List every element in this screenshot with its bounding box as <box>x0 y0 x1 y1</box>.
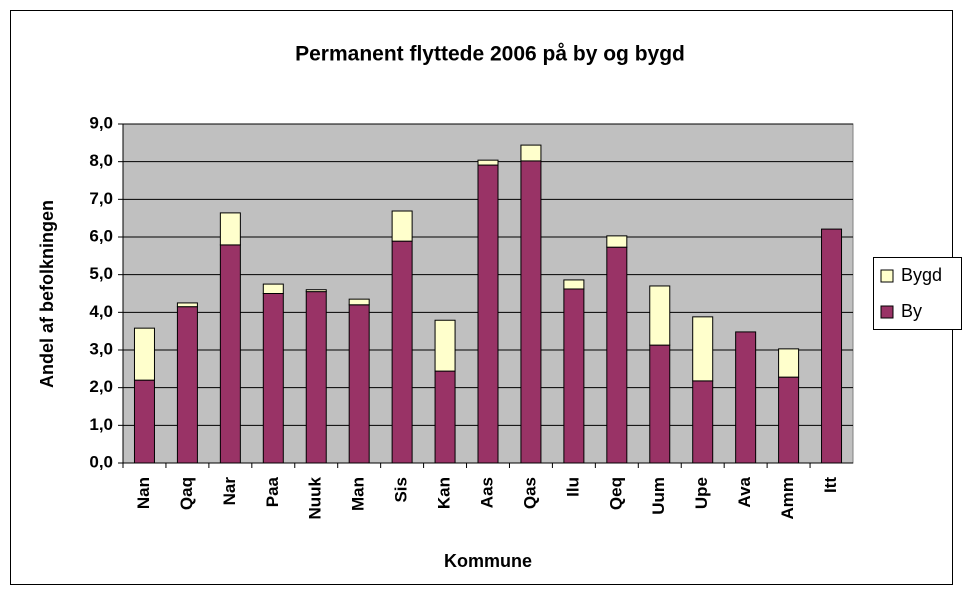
bar-segment <box>133 379 155 464</box>
legend-label: Bygd <box>901 265 942 285</box>
bar-segment <box>262 283 284 295</box>
bar-segment <box>778 376 800 464</box>
bar-segment <box>563 279 585 290</box>
y-tick-label: 6,0 <box>89 226 113 245</box>
bar-segment <box>563 288 585 464</box>
y-tick-label: 4,0 <box>89 302 113 321</box>
x-tick-label: Nan <box>134 477 153 509</box>
bar-segment <box>391 240 413 464</box>
x-tick-label: Ilu <box>563 477 582 497</box>
x-tick-label: Ava <box>735 476 754 507</box>
bar-segment <box>606 235 628 248</box>
bar-segment <box>477 164 499 464</box>
legend-swatch <box>880 269 894 283</box>
y-tick-label: 0,0 <box>89 452 113 471</box>
bar-segment <box>133 327 155 381</box>
bar-segment <box>434 370 456 464</box>
x-tick-label: Upe <box>692 477 711 509</box>
bar-segment <box>176 306 198 464</box>
chart-title: Permanent flyttede 2006 på by og bygd <box>295 43 685 66</box>
bar-segment <box>262 293 284 464</box>
x-tick-label: Kan <box>435 477 454 509</box>
bar-segment <box>434 319 456 372</box>
bar-segment <box>692 380 714 464</box>
x-tick-label: Qaq <box>177 477 196 510</box>
x-tick-label: Paa <box>263 476 282 507</box>
bar-segment <box>305 289 327 293</box>
bar-segment <box>391 210 413 242</box>
y-tick-label: 9,0 <box>89 113 113 132</box>
bar-segment <box>477 159 499 166</box>
bar-segment <box>692 316 714 382</box>
bar-segment <box>348 298 370 306</box>
y-tick-label: 5,0 <box>89 264 113 283</box>
x-tick-label: Sis <box>392 477 411 503</box>
x-tick-label: Itt <box>821 477 840 493</box>
bar-segment <box>176 302 198 308</box>
bar-segment <box>520 144 542 162</box>
y-tick-label: 8,0 <box>89 151 113 170</box>
bar-segment <box>219 212 241 246</box>
bar-segment <box>735 331 757 464</box>
x-tick-label: Nuuk <box>306 476 325 519</box>
x-tick-label: Nar <box>220 477 239 506</box>
x-tick-label: Aas <box>477 477 496 508</box>
y-tick-label: 3,0 <box>89 339 113 358</box>
y-tick-label: 7,0 <box>89 189 113 208</box>
bar-segment <box>649 344 671 464</box>
x-tick-label: Man <box>349 477 368 511</box>
y-axis-title: Andel af befolkningen <box>37 200 57 388</box>
x-tick-label: Qas <box>520 477 539 509</box>
x-axis-title: Kommune <box>444 551 532 571</box>
y-tick-label: 1,0 <box>89 415 113 434</box>
y-tick-label: 2,0 <box>89 377 113 396</box>
bar-segment <box>305 291 327 464</box>
bar-segment <box>778 348 800 378</box>
bar-segment <box>348 304 370 464</box>
bar-segment <box>821 228 843 464</box>
legend-label: By <box>901 301 922 321</box>
bar-segment <box>219 244 241 464</box>
x-tick-label: Qeq <box>606 477 625 510</box>
bar-segment <box>520 160 542 464</box>
legend-swatch <box>880 305 894 319</box>
x-tick-label: Amm <box>778 477 797 520</box>
x-tick-label: Uum <box>649 477 668 515</box>
bar-segment <box>606 246 628 464</box>
bar-segment <box>649 285 671 346</box>
